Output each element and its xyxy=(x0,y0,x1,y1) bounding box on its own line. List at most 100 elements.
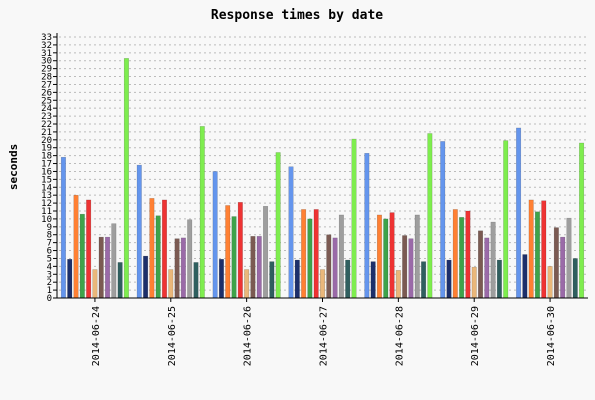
x-tick-labels: 2014-06-24 2014-06-25 2014-06-26 2014-06-27… xyxy=(91,306,557,366)
y-tick-label: 21 xyxy=(41,128,52,138)
y-tick-label: 24 xyxy=(41,104,52,114)
bar xyxy=(395,270,401,299)
bar xyxy=(332,237,338,299)
bar xyxy=(452,209,458,299)
bar xyxy=(427,133,433,299)
y-tick-label: 4 xyxy=(47,262,52,272)
bar xyxy=(534,211,540,299)
bar xyxy=(383,218,389,299)
bar xyxy=(408,238,414,299)
y-tick-label: 5 xyxy=(47,254,52,264)
bar xyxy=(307,218,313,299)
bar xyxy=(269,261,275,299)
bar xyxy=(421,261,427,299)
y-tick-label: 23 xyxy=(41,112,52,122)
bar xyxy=(547,266,553,299)
bar xyxy=(193,262,199,299)
bar xyxy=(60,156,66,299)
bar xyxy=(301,209,307,299)
bar xyxy=(212,171,218,299)
bar xyxy=(376,214,382,299)
bar xyxy=(440,141,446,299)
x-tick-label: 2014-06-26 xyxy=(243,306,254,366)
bar xyxy=(231,216,237,299)
bar xyxy=(484,237,490,299)
y-tick-label: 1 xyxy=(47,286,52,296)
bar xyxy=(446,259,452,299)
bar xyxy=(161,199,167,299)
x-tick-label: 2014-06-24 xyxy=(91,306,102,366)
y-tick-label: 22 xyxy=(41,120,52,130)
bar xyxy=(263,206,269,299)
bar xyxy=(174,238,180,299)
x-tick-label: 2014-06-27 xyxy=(319,306,330,366)
bar xyxy=(136,164,142,299)
y-tick-label: 12 xyxy=(41,199,52,209)
x-tick-label: 2014-06-29 xyxy=(470,306,481,366)
bar xyxy=(225,205,231,299)
y-tick-label: 16 xyxy=(41,167,52,177)
bar xyxy=(389,212,395,299)
bar xyxy=(237,202,243,299)
bar xyxy=(180,237,186,299)
bar xyxy=(149,198,155,299)
bar xyxy=(244,269,250,299)
bar xyxy=(522,254,528,299)
bar xyxy=(92,269,98,299)
bar xyxy=(338,214,344,299)
bar xyxy=(478,230,484,299)
bar xyxy=(98,236,104,299)
y-tick-label: 17 xyxy=(41,160,52,170)
axes xyxy=(53,33,588,302)
y-tick-label: 32 xyxy=(41,41,52,51)
y-tick-label: 27 xyxy=(41,80,52,90)
y-tick-label: 9 xyxy=(47,223,52,233)
bar xyxy=(503,140,509,299)
bar xyxy=(345,259,351,299)
bar xyxy=(288,166,294,299)
bar xyxy=(326,234,332,299)
bar xyxy=(566,217,572,299)
y-axis-label: seconds xyxy=(7,144,20,190)
bar xyxy=(117,262,123,299)
y-tick-label: 20 xyxy=(41,136,52,146)
y-tick-label: 15 xyxy=(41,175,52,185)
y-tick-label: 3 xyxy=(47,270,52,280)
y-tick-labels: 0123456789101112131415161718192021222324… xyxy=(41,33,52,304)
bar xyxy=(294,259,300,299)
y-tick-label: 30 xyxy=(41,57,52,67)
y-tick-label: 0 xyxy=(47,294,52,304)
bar xyxy=(528,199,534,299)
bar xyxy=(370,261,376,299)
bar xyxy=(459,217,465,299)
bar xyxy=(67,258,73,299)
bar xyxy=(168,269,174,299)
bars xyxy=(60,58,585,299)
bar xyxy=(351,138,357,299)
y-tick-label: 11 xyxy=(41,207,52,217)
bar xyxy=(143,255,149,299)
bar xyxy=(471,266,477,299)
bar xyxy=(541,200,547,299)
bar xyxy=(155,215,161,299)
bar xyxy=(364,153,370,299)
y-tick-label: 8 xyxy=(47,231,52,241)
bar xyxy=(86,199,92,299)
y-tick-label: 13 xyxy=(41,191,52,201)
bar xyxy=(79,213,85,299)
bar xyxy=(465,210,471,299)
bar xyxy=(553,227,559,299)
bar xyxy=(402,235,408,299)
bar xyxy=(320,269,325,299)
bar xyxy=(496,259,502,299)
y-tick-label: 10 xyxy=(41,215,52,225)
x-tick-label: 2014-06-25 xyxy=(167,306,178,366)
y-tick-label: 26 xyxy=(41,88,52,98)
bar xyxy=(572,258,578,299)
bar xyxy=(313,209,319,299)
y-tick-label: 31 xyxy=(41,49,52,59)
y-tick-label: 19 xyxy=(41,144,52,154)
bar xyxy=(490,221,496,299)
